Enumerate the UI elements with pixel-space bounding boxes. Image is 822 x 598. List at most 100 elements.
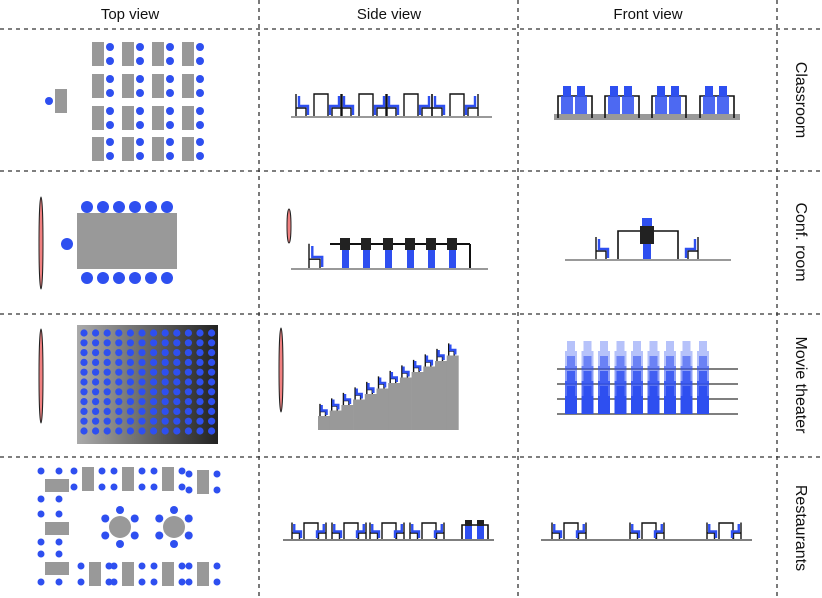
seat xyxy=(161,349,169,357)
seat xyxy=(173,427,181,435)
seat xyxy=(161,339,169,347)
row-label-movie-theater: Movie theater xyxy=(792,337,809,435)
student-seat xyxy=(196,152,204,160)
seat xyxy=(110,467,118,475)
occupant-head xyxy=(682,356,691,366)
side-chair xyxy=(464,94,479,116)
student-seat xyxy=(136,138,144,146)
chair-frame xyxy=(687,237,699,259)
occupant-head xyxy=(600,386,608,396)
floor-step xyxy=(364,394,377,430)
round-table xyxy=(109,516,131,538)
seat xyxy=(184,339,192,347)
desk-outline xyxy=(449,93,465,116)
occupant-head xyxy=(633,386,641,396)
occupant xyxy=(553,524,563,538)
seat xyxy=(126,339,134,347)
seat xyxy=(138,578,146,586)
seat xyxy=(55,467,63,475)
occupant-head xyxy=(616,356,625,366)
seat xyxy=(208,339,216,347)
occupant-head xyxy=(477,520,484,526)
occupant xyxy=(342,96,355,115)
occupant-head xyxy=(633,356,641,366)
desk-outline xyxy=(358,93,374,116)
table xyxy=(162,467,174,491)
student-seat xyxy=(136,57,144,65)
seat xyxy=(126,349,134,357)
conference-table xyxy=(77,213,177,269)
student-seat xyxy=(196,121,204,129)
occupant-head xyxy=(642,218,652,228)
occupant-head xyxy=(649,356,658,366)
side-chair xyxy=(424,354,434,367)
seat xyxy=(185,578,193,586)
chair-frame xyxy=(340,94,352,116)
occupant xyxy=(378,377,387,388)
student-seat xyxy=(196,75,204,83)
seat xyxy=(184,378,192,386)
occupant-body xyxy=(561,96,573,114)
chair-frame xyxy=(577,522,587,539)
seat xyxy=(184,531,193,540)
seat xyxy=(126,407,134,415)
seat xyxy=(116,506,124,514)
occupant-body xyxy=(581,396,594,414)
seat xyxy=(110,562,118,570)
seat xyxy=(161,398,169,406)
occupant-head xyxy=(405,238,415,250)
table xyxy=(122,562,134,586)
student-desk xyxy=(182,74,194,98)
student-seat xyxy=(166,121,174,129)
occupant-head xyxy=(682,341,691,351)
seat xyxy=(138,407,146,415)
student-seat xyxy=(166,107,174,115)
seat xyxy=(101,531,110,540)
occupant-body xyxy=(697,396,709,414)
head-seat xyxy=(61,238,73,250)
occupant xyxy=(414,361,422,371)
occupant-head xyxy=(666,371,674,381)
seat xyxy=(80,339,88,347)
seat xyxy=(138,358,146,366)
seat xyxy=(161,427,169,435)
seat xyxy=(178,562,186,570)
seat xyxy=(150,358,158,366)
seat xyxy=(92,329,100,337)
table xyxy=(162,562,174,586)
seat xyxy=(145,201,157,213)
seat xyxy=(150,388,158,396)
seat xyxy=(37,578,45,586)
seat xyxy=(103,398,111,406)
seat xyxy=(184,407,192,415)
seat xyxy=(130,514,139,523)
seat xyxy=(37,495,45,503)
seat xyxy=(161,201,173,213)
occupant-body xyxy=(664,396,676,414)
seat xyxy=(150,467,158,475)
seat xyxy=(150,427,158,435)
occupant xyxy=(343,394,352,404)
seat xyxy=(196,417,204,425)
seat xyxy=(115,349,123,357)
seat xyxy=(184,368,192,376)
seat xyxy=(115,358,123,366)
seat xyxy=(161,407,169,415)
side-chair xyxy=(629,522,641,539)
occupant-head xyxy=(719,86,727,96)
chair-frame xyxy=(385,94,397,116)
occupant xyxy=(684,239,697,258)
student-seat xyxy=(196,43,204,51)
seat xyxy=(55,495,63,503)
teacher-seat xyxy=(45,97,53,105)
occupant xyxy=(402,366,410,377)
seat xyxy=(185,562,193,570)
occupant-head xyxy=(616,341,625,351)
floor-step xyxy=(435,361,447,430)
student-seat xyxy=(166,138,174,146)
chair-frame xyxy=(655,522,665,539)
seat xyxy=(208,427,216,435)
student-desk xyxy=(152,137,164,161)
seat xyxy=(115,329,123,337)
chair-frame xyxy=(629,522,639,539)
